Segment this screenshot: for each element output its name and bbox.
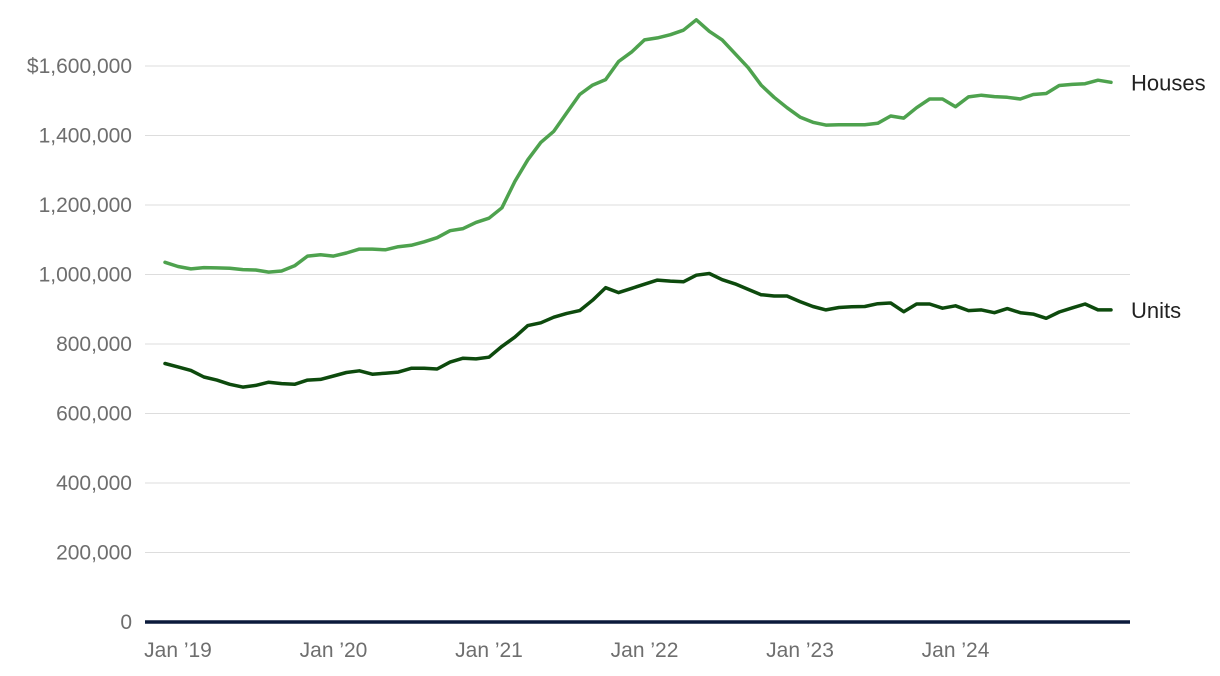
- x-tick-label: Jan ’23: [766, 639, 834, 662]
- x-tick-label: Jan ’19: [144, 639, 212, 662]
- x-tick-label: Jan ’20: [300, 639, 368, 662]
- gridlines: [145, 65, 1130, 553]
- y-tick-label: 200,000: [56, 542, 132, 565]
- y-tick-label: 400,000: [56, 472, 132, 495]
- y-axis-tick-labels: 0 200,000 400,000 600,000 800,000 1,000,000 1,…: [27, 55, 132, 634]
- y-tick-label: 1,400,000: [39, 125, 132, 148]
- x-tick-label: Jan ’21: [455, 639, 523, 662]
- series-line-houses: [163, 18, 1113, 274]
- y-tick-label: 600,000: [56, 403, 132, 426]
- x-tick-label: Jan ’22: [611, 639, 679, 662]
- x-axis-tick-labels: Jan ’19 Jan ’20 Jan ’21 Jan ’22 Jan ’23 Jan ’…: [144, 639, 990, 662]
- x-tick-label: Jan ’24: [922, 639, 990, 662]
- series-labels: Houses Units: [1131, 70, 1206, 323]
- series-line-units: [163, 271, 1113, 389]
- y-tick-label: 0: [120, 611, 132, 634]
- y-tick-label: $1,600,000: [27, 55, 132, 78]
- series-lines: [163, 18, 1113, 389]
- series-label-houses: Houses: [1131, 70, 1206, 95]
- y-tick-label: 800,000: [56, 333, 132, 356]
- series-label-units: Units: [1131, 298, 1181, 323]
- y-tick-label: 1,000,000: [39, 264, 132, 287]
- y-tick-label: 1,200,000: [39, 194, 132, 217]
